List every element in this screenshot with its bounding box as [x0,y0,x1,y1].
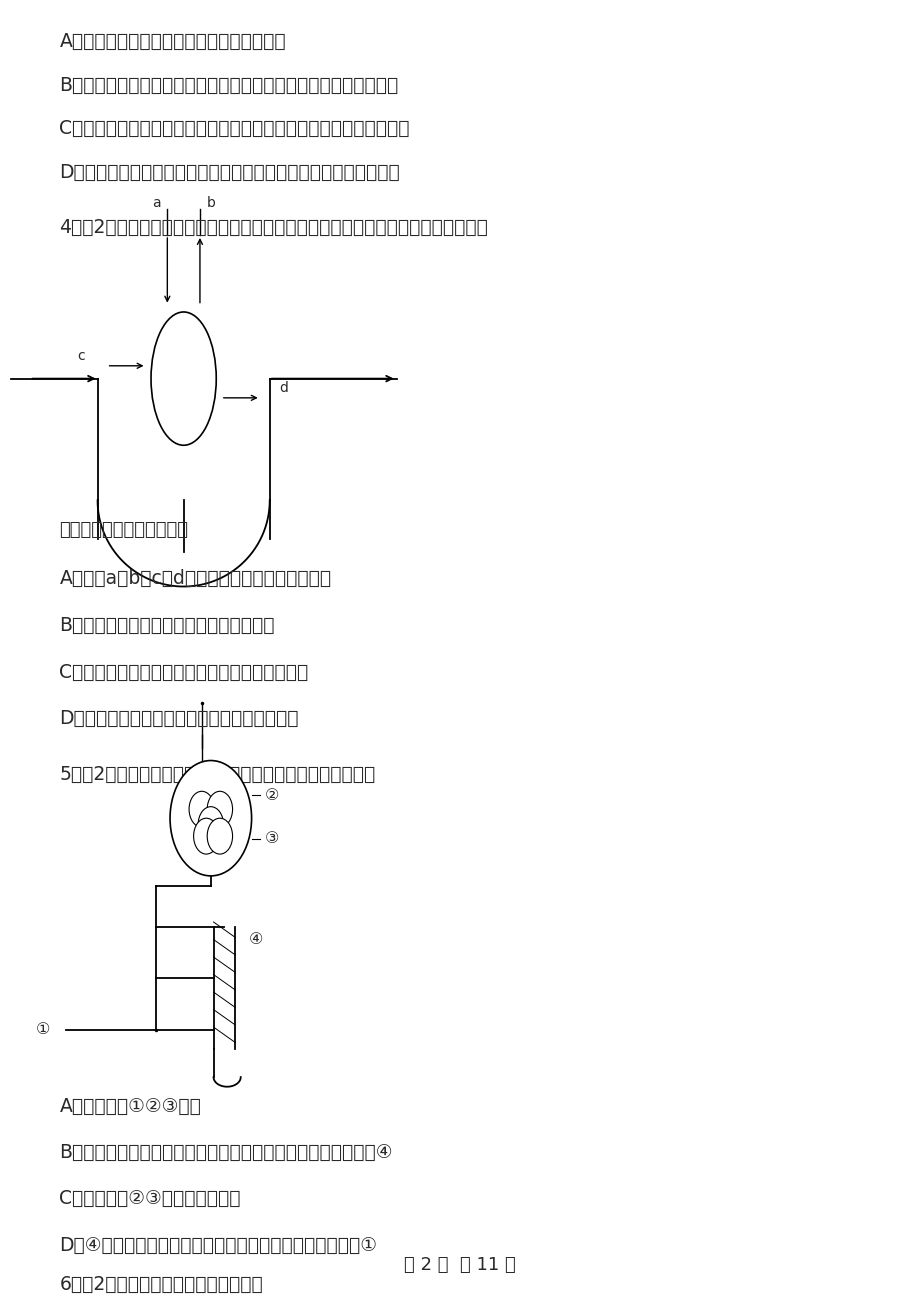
Text: b: b [206,197,215,210]
Circle shape [170,760,251,876]
Text: 血管甲　　血管乙　血管丙: 血管甲 血管乙 血管丙 [60,521,188,539]
Text: 肺: 肺 [179,371,188,387]
Ellipse shape [151,312,216,445]
Text: d: d [278,380,288,395]
Text: D．肾脏是形成尿液的器官，正常情况下，尿液的排出还受大脑控制: D．肾脏是形成尿液的器官，正常情况下，尿液的排出还受大脑控制 [60,163,400,182]
Text: ①: ① [36,1022,51,1038]
Text: a: a [152,197,161,210]
Circle shape [193,818,219,854]
Circle shape [207,792,233,827]
Text: B．某人尿液中有红细胞和蛋白质，则他最有可能病变的部位为④: B．某人尿液中有红细胞和蛋白质，则他最有可能病变的部位为④ [60,1143,392,1163]
Text: 4．（2分）下图为肺泡内的气体交换示意图。下列相关叙述不正确的是　　（　　）: 4．（2分）下图为肺泡内的气体交换示意图。下列相关叙述不正确的是 （ ） [60,217,488,237]
Text: D．④把全部葡萄糖、大部分水和部分无机盐重新吸收进入①: D．④把全部葡萄糖、大部分水和部分无机盐重新吸收进入① [60,1236,377,1255]
Text: B．皮肤是人体最大的器官，丰富的感觉神经末梢位于皮肤的表皮层: B．皮肤是人体最大的器官，丰富的感觉神经末梢位于皮肤的表皮层 [60,76,398,95]
Text: 6．（2分）下列叙述正确的是（　　）: 6．（2分）下列叙述正确的是（ ） [60,1275,263,1294]
Circle shape [189,792,214,827]
Text: A．肾单位由①②③组成: A．肾单位由①②③组成 [60,1098,201,1116]
Circle shape [198,807,223,842]
Text: A．马铃薯的食用部分是果实，属于营养器官: A．马铃薯的食用部分是果实，属于营养器官 [60,33,286,51]
Text: ②: ② [264,788,278,802]
Text: A．过程a、b、c、d是通过人体的呼吸运动实现的: A．过程a、b、c、d是通过人体的呼吸运动实现的 [60,569,331,589]
Text: ④: ④ [249,932,263,948]
Text: ③: ③ [264,831,278,846]
Text: B．甲内流的是静脉血，丙内流的是动脉血: B．甲内流的是静脉血，丙内流的是动脉血 [60,616,275,635]
Text: 第 2 页  共 11 页: 第 2 页 共 11 页 [403,1256,516,1275]
Text: c: c [77,349,85,362]
Circle shape [207,818,233,854]
Text: 5．（2分）如图为肾单位模式图，下列说法正确的是（　　）: 5．（2分）如图为肾单位模式图，下列说法正确的是（ ） [60,766,375,784]
Text: C．与丙相比，甲内的血液含有更丰富的营养物质: C．与丙相比，甲内的血液含有更丰富的营养物质 [60,663,309,682]
Text: C．胃是人体营养物质的主要消化、吸收场所，其内含分泌胃液的胃腺: C．胃是人体营养物质的主要消化、吸收场所，其内含分泌胃液的胃腺 [60,120,410,138]
Text: D．乙由一层上皮细胞构成，利于进行物质交换: D．乙由一层上皮细胞构成，利于进行物质交换 [60,710,299,728]
Text: C．血液经过②③的滤过形成尿液: C．血液经过②③的滤过形成尿液 [60,1189,241,1208]
